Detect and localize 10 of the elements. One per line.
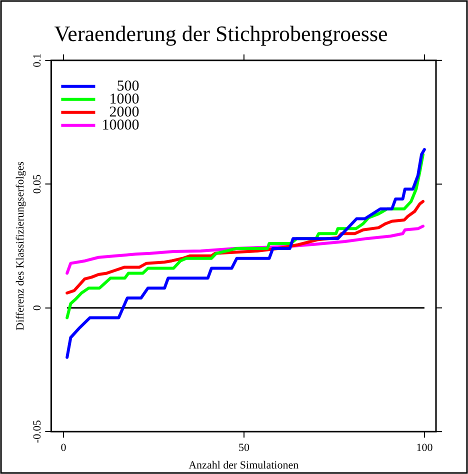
y-tick-label: 0.05 <box>32 174 44 194</box>
y-tick-label: 0.1 <box>32 54 44 68</box>
x-tick-label: 0 <box>60 442 67 454</box>
y-axis-title: Differenz des Klassifizierungserfolges <box>14 161 26 331</box>
y-tick-label: 0 <box>32 304 44 311</box>
x-axis-title: Anzahl der Simulationen <box>188 459 300 472</box>
x-tick-label: 50 <box>238 442 250 454</box>
chart-title: Veraenderung der Stichprobengroesse <box>54 20 388 46</box>
y-tick-label: -0.05 <box>32 420 44 444</box>
x-tick-label: 100 <box>416 442 434 454</box>
